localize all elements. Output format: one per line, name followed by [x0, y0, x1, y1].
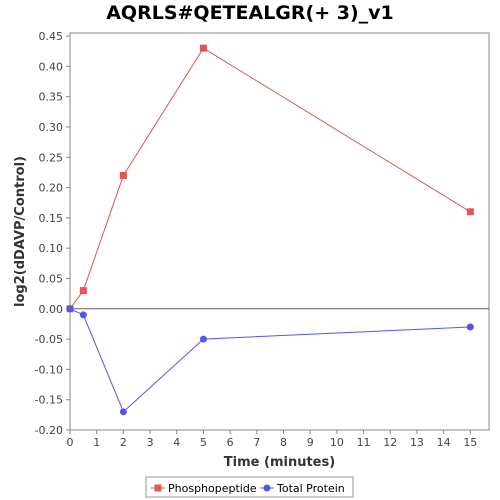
y-tick-label: -0.05	[35, 333, 63, 346]
legend-total-protein-marker	[263, 484, 271, 492]
y-tick-label: 0.20	[39, 182, 64, 195]
x-tick-label: 2	[120, 436, 127, 449]
y-tick-label: 0.10	[39, 242, 64, 255]
y-tick-label: -0.20	[35, 424, 63, 437]
x-tick-label: 3	[147, 436, 154, 449]
legend: Phosphopeptide Total Protein	[145, 476, 354, 498]
total-protein-point	[79, 311, 87, 319]
legend-total-protein-label: Total Protein	[276, 482, 345, 495]
legend-phosphopeptide-marker	[154, 484, 162, 492]
y-tick-label: -0.15	[35, 394, 63, 407]
x-tick-label: 11	[357, 436, 371, 449]
total-protein-point	[466, 323, 474, 331]
phosphopeptide-point	[199, 44, 207, 52]
y-tick-label: 0.40	[39, 60, 64, 73]
y-tick-label: 0.30	[39, 121, 64, 134]
y-tick-label: 0.15	[39, 212, 64, 225]
legend-phosphopeptide-label: Phosphopeptide	[168, 482, 257, 495]
total-protein-point	[119, 408, 127, 416]
x-tick-label: 14	[437, 436, 451, 449]
x-tick-label: 12	[383, 436, 397, 449]
series-layer	[66, 44, 474, 416]
y-axis-label: log2(dDAVP/Control)	[13, 156, 28, 307]
x-tick-label: 4	[173, 436, 180, 449]
y-axis: -0.20 -0.15 -0.10 -0.05 0.00 0.05 0.10 0.15 0.20…	[35, 30, 70, 437]
x-tick-label: 9	[307, 436, 314, 449]
phosphopeptide-point	[79, 287, 87, 295]
x-axis: 0 1 2 3 4 5 6 7 8 9 10 11 12 13 14 15	[67, 430, 477, 449]
chart-title: AQRLS#QETEALGR(+ 3)_v1	[106, 2, 394, 24]
plot-area	[69, 32, 490, 431]
x-tick-label: 5	[200, 436, 207, 449]
y-tick-label: -0.10	[35, 363, 63, 376]
legend-box	[145, 476, 354, 498]
y-tick-label: 0.45	[39, 30, 64, 43]
x-tick-label: 8	[280, 436, 287, 449]
y-tick-label: 0.25	[39, 151, 64, 164]
x-tick-label: 13	[410, 436, 424, 449]
y-tick-label: 0.05	[39, 272, 64, 285]
total-protein-point	[199, 335, 207, 343]
x-tick-label: 1	[93, 436, 100, 449]
x-tick-label: 7	[253, 436, 260, 449]
y-tick-label: 0.00	[39, 303, 64, 316]
x-tick-label: 10	[330, 436, 344, 449]
x-tick-label: 0	[67, 436, 74, 449]
y-tick-label: 0.35	[39, 91, 64, 104]
phosphopeptide-point	[466, 208, 474, 216]
x-axis-label: Time (minutes)	[224, 455, 335, 470]
x-tick-label: 15	[463, 436, 477, 449]
total-protein-point	[66, 305, 74, 313]
phosphopeptide-point	[119, 171, 127, 179]
x-tick-label: 6	[227, 436, 234, 449]
